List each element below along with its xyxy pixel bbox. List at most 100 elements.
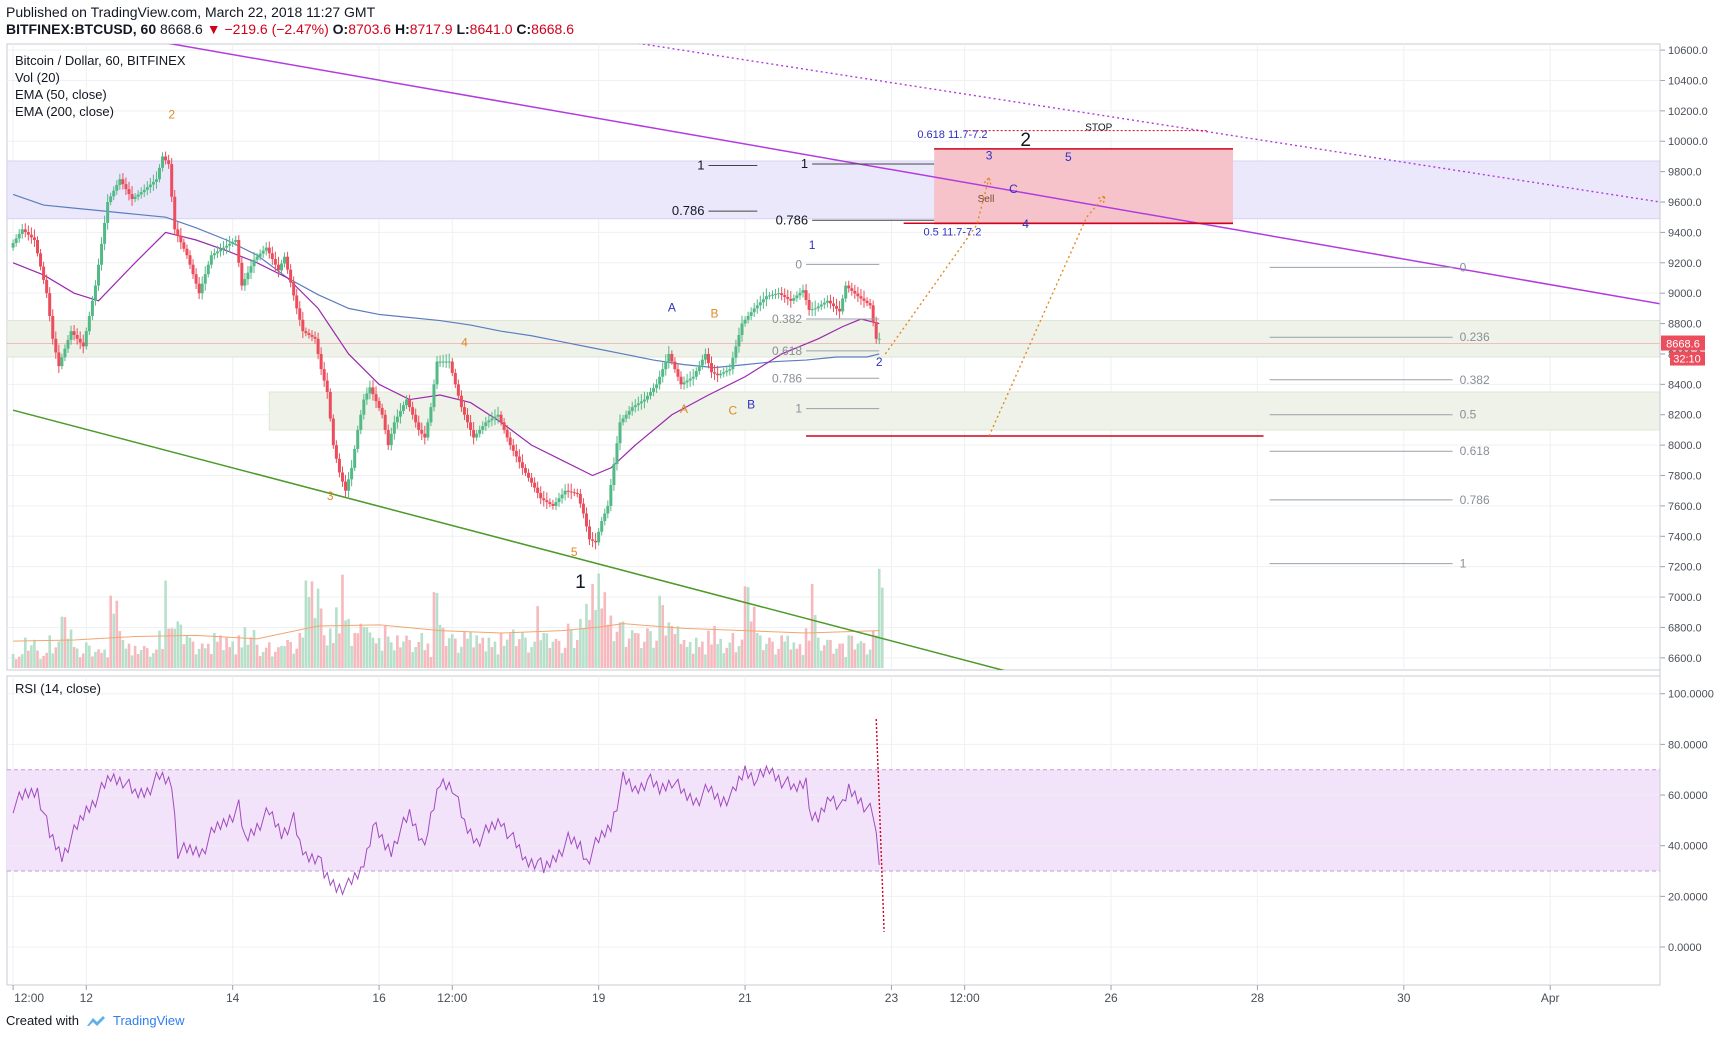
- volume-bar: [393, 650, 396, 668]
- legend-volume[interactable]: Vol (20): [15, 70, 60, 85]
- volume-bar: [734, 652, 738, 668]
- volume-bar: [121, 640, 125, 668]
- fib-right-label: 0.236: [1460, 330, 1490, 344]
- candle-body: [682, 382, 686, 385]
- candle-body: [167, 160, 171, 165]
- candle-body: [112, 190, 116, 197]
- legend-title[interactable]: Bitcoin / Dollar, 60, BITFINEX: [15, 53, 186, 68]
- candle-body: [279, 263, 283, 271]
- volume-bar: [484, 651, 488, 668]
- volume-bar: [316, 588, 320, 668]
- fib-right-label: 0.618: [1460, 444, 1490, 458]
- candle-body: [719, 373, 723, 376]
- volume-bar: [496, 654, 500, 668]
- candle-body: [691, 376, 695, 379]
- ema200-line: [12, 193, 880, 369]
- volume-bar: [698, 647, 701, 668]
- candle-body: [313, 336, 317, 339]
- volume-bar: [213, 633, 216, 668]
- candle-body: [563, 490, 567, 495]
- candle-body: [502, 422, 506, 430]
- volume-bar: [237, 635, 241, 668]
- candle-body: [749, 312, 753, 316]
- wave-label: 3: [327, 489, 334, 503]
- volume-bar: [478, 643, 482, 668]
- rsi-band: [7, 769, 1660, 872]
- volume-bar: [457, 652, 460, 668]
- volume-bar: [109, 595, 112, 668]
- wave-label: Sell: [978, 194, 995, 205]
- legend-rsi[interactable]: RSI (14, close): [15, 681, 101, 696]
- candle-body: [841, 298, 845, 312]
- candle-body: [337, 458, 341, 473]
- volume-bar: [289, 641, 292, 668]
- volume-bar: [91, 656, 94, 668]
- candle-body: [685, 380, 689, 383]
- volume-bar: [368, 632, 372, 668]
- price-tick-label: 7400.0: [1668, 531, 1702, 543]
- volume-bar: [60, 616, 64, 668]
- candle-body: [100, 243, 104, 265]
- fib-right-label: 1: [1460, 557, 1467, 571]
- volume-bar: [78, 657, 82, 668]
- candle-body: [371, 387, 375, 395]
- candle-body: [825, 300, 829, 303]
- volume-bar: [792, 642, 796, 668]
- fib-mid-label: 0.786: [776, 212, 809, 227]
- volume-bar: [380, 650, 384, 668]
- price-tick-label: 10600.0: [1668, 45, 1708, 57]
- volume-bar: [164, 580, 167, 668]
- volume-bar: [466, 638, 469, 668]
- close-label: C:: [516, 21, 532, 37]
- volume-bar: [75, 648, 79, 668]
- last-price: 8668.6: [160, 21, 203, 37]
- candle-body: [276, 264, 280, 271]
- chart-legend: Bitcoin / Dollar, 60, BITFINEX Vol (20) …: [15, 52, 186, 120]
- volume-bar: [655, 640, 658, 668]
- candle-body: [737, 334, 741, 347]
- candle-body: [588, 526, 592, 540]
- candle-body: [816, 306, 820, 309]
- volume-bar: [740, 639, 744, 668]
- volume-bar: [347, 619, 350, 668]
- candle-body: [761, 299, 765, 303]
- candle-body: [868, 303, 872, 306]
- candle-body: [862, 298, 866, 301]
- candle-body: [554, 502, 558, 506]
- wave-label: 0.618 11.7-7.2: [917, 129, 987, 141]
- volume-bar: [414, 647, 417, 668]
- candle-body: [703, 353, 707, 360]
- time-tick-label: 12:00: [437, 991, 467, 1005]
- candle-body: [212, 253, 216, 256]
- volume-bar: [280, 645, 283, 668]
- candle-body: [499, 414, 503, 423]
- price-tick-label: 10400.0: [1668, 75, 1708, 87]
- candle-body: [103, 222, 107, 244]
- candle-body: [801, 290, 805, 293]
- volume-bar: [597, 573, 600, 668]
- volume-bar: [810, 584, 814, 668]
- candle-body: [490, 418, 494, 421]
- candle-body: [572, 492, 576, 494]
- fib-small-label: 0.618: [772, 344, 802, 358]
- volume-bar: [371, 637, 375, 668]
- candle-body: [621, 418, 625, 423]
- volume-bar: [502, 645, 506, 668]
- volume-bar: [676, 626, 680, 668]
- candle-body: [194, 274, 198, 284]
- legend-ema200[interactable]: EMA (200, close): [15, 104, 114, 119]
- candle-body: [777, 293, 781, 295]
- candle-body: [270, 253, 274, 259]
- volume-bar: [441, 627, 445, 668]
- volume-bar: [588, 619, 591, 668]
- volume-bar: [438, 624, 442, 668]
- candle-body: [142, 189, 146, 193]
- legend-ema50[interactable]: EMA (50, close): [15, 87, 107, 102]
- candle-body: [664, 361, 668, 370]
- candle-body: [594, 540, 598, 543]
- candle-body: [240, 262, 244, 286]
- wave-label: C: [729, 404, 738, 418]
- candle-body: [618, 422, 622, 444]
- candle-body: [539, 492, 543, 499]
